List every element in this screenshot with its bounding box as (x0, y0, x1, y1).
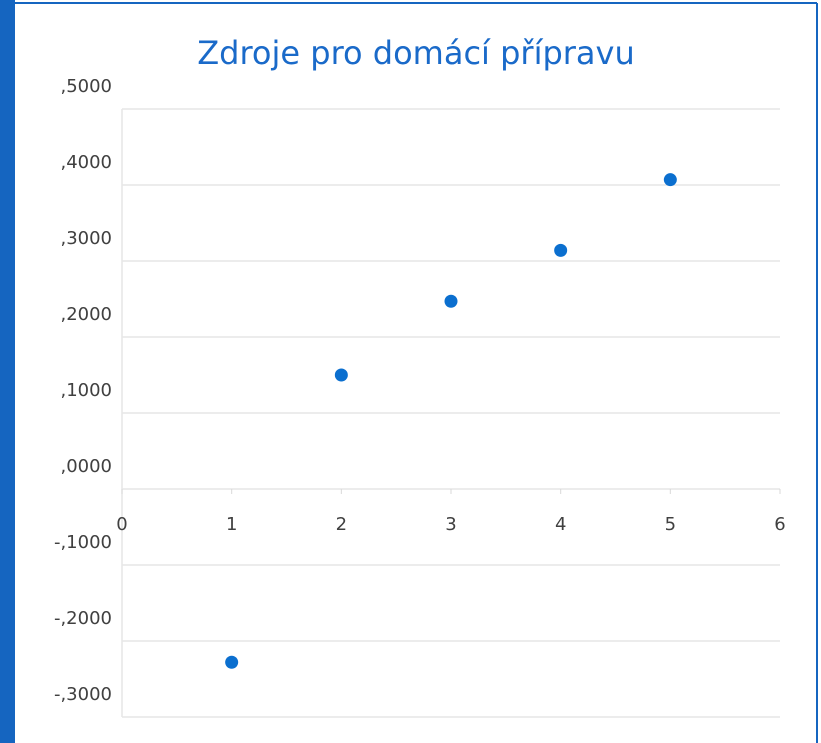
y-tick-label: -,2000 (54, 608, 112, 629)
y-tick-label: ,3000 (60, 228, 112, 249)
x-tick-label: 2 (336, 514, 347, 535)
point (444, 294, 458, 308)
x-tick-label: 3 (445, 514, 456, 535)
side-bar (0, 0, 15, 743)
y-tick-label: ,2000 (60, 304, 112, 325)
x-tick-label: 1 (226, 514, 237, 535)
x-tick-label: 0 (116, 514, 127, 535)
y-tick-label: ,0000 (60, 456, 112, 477)
point (663, 173, 677, 187)
y-tick-label: ,4000 (60, 152, 112, 173)
y-tick-label: ,1000 (60, 380, 112, 401)
x-tick-label: 6 (774, 514, 785, 535)
point (554, 243, 568, 257)
x-tick-label: 5 (665, 514, 676, 535)
point (225, 655, 239, 669)
point (334, 368, 348, 382)
chart-title: Zdroje pro domácí přípravu (197, 34, 635, 72)
y-tick-label: -,1000 (54, 532, 112, 553)
x-tick-label: 4 (555, 514, 566, 535)
y-tick-label: ,5000 (60, 76, 112, 97)
y-tick-label: -,3000 (54, 684, 112, 705)
